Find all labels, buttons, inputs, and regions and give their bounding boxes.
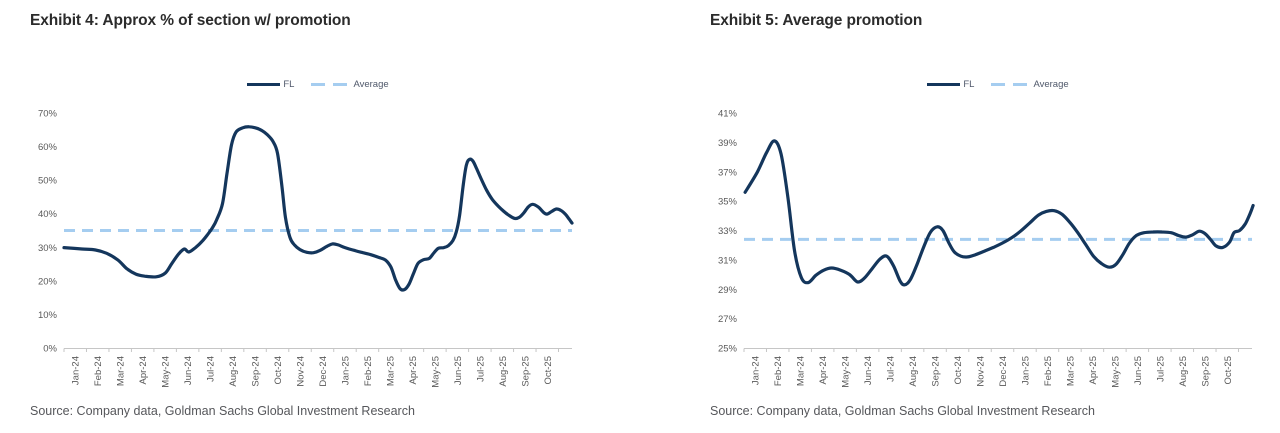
x-axis-month-label: Aug-25 xyxy=(498,356,509,387)
x-axis-month-label: May-24 xyxy=(161,356,172,388)
average-dash-swatch xyxy=(991,82,1028,86)
x-axis-month-label: Apr-25 xyxy=(1088,356,1099,385)
exhibit5-line-chart: 25% 27% 29% 31% 33% 35% 37% 39% 41% Jan-24 Feb-24 M… xyxy=(718,109,1255,388)
x-axis-month-label: Jun-25 xyxy=(453,356,464,385)
exhibit4-legend: FL Average xyxy=(64,76,572,92)
y-axis-tick-label: 25% xyxy=(718,344,738,355)
x-axis-month-label: Jun-24 xyxy=(183,356,194,385)
exhibit4-title: Exhibit 4: Approx % of section w/ promot… xyxy=(30,12,351,29)
y-axis-tick-label: 10% xyxy=(38,310,58,321)
y-axis-tick-label: 33% xyxy=(718,226,738,237)
x-axis-month-label: Nov-24 xyxy=(976,356,987,387)
legend-label-average: Average xyxy=(353,78,389,90)
x-axis-month-label: Aug-25 xyxy=(1178,356,1189,387)
exhibit4-panel: Exhibit 4: Approx % of section w/ promot… xyxy=(30,0,610,433)
x-axis-month-label: Feb-25 xyxy=(1043,356,1054,386)
exhibit5-legend: FL Average xyxy=(744,76,1252,92)
x-axis-month-label: Mar-24 xyxy=(116,356,127,386)
x-axis-month-label: Oct-25 xyxy=(1223,356,1234,385)
x-axis-month-label: Aug-24 xyxy=(908,356,919,387)
exhibit4-source: Source: Company data, Goldman Sachs Glob… xyxy=(30,404,415,418)
y-axis-tick-label: 35% xyxy=(718,197,738,208)
x-axis-month-label: Jan-25 xyxy=(340,356,351,385)
exhibit5-panel: Exhibit 5: Average promotion FL Average … xyxy=(710,0,1280,433)
y-axis-tick-label: 0% xyxy=(43,344,57,355)
y-axis-tick-label: 29% xyxy=(718,285,738,296)
x-axis-month-label: Feb-25 xyxy=(363,356,374,386)
x-axis-month-label: Apr-25 xyxy=(408,356,419,385)
exhibit4-line-chart: 0% 10% 20% 30% 40% 50% 60% 70% Jan-24 Feb-24 Mar-2… xyxy=(38,109,574,388)
y-axis-tick-label: 20% xyxy=(38,276,58,287)
x-axis-month-label: Sep-24 xyxy=(251,356,262,387)
exhibit5-title: Exhibit 5: Average promotion xyxy=(710,12,923,29)
y-axis-tick-label: 40% xyxy=(38,209,58,220)
y-axis-tick-label: 31% xyxy=(718,255,738,266)
x-axis-month-label: Oct-24 xyxy=(953,356,964,385)
x-axis-month-label: May-25 xyxy=(430,356,441,388)
x-axis-month-label: Jan-25 xyxy=(1020,356,1031,385)
x-axis-month-label: Oct-24 xyxy=(273,356,284,385)
legend-label-fl: FL xyxy=(283,78,295,90)
x-axis-month-label: Jul-24 xyxy=(886,356,897,382)
exhibit5-source: Source: Company data, Goldman Sachs Glob… xyxy=(710,404,1095,418)
x-axis-month-label: Aug-24 xyxy=(228,356,239,387)
x-axis-month-label: Mar-24 xyxy=(796,356,807,386)
y-axis-tick-label: 27% xyxy=(718,314,738,325)
x-axis-month-label: May-25 xyxy=(1110,356,1121,388)
legend-label-average: Average xyxy=(1033,78,1069,90)
x-axis-month-label: Mar-25 xyxy=(1065,356,1076,386)
x-axis-month-label: Dec-24 xyxy=(998,356,1009,387)
x-axis-month-label: Jul-25 xyxy=(1155,356,1166,382)
average-dash-swatch xyxy=(311,82,348,86)
x-axis-month-label: Nov-24 xyxy=(296,356,307,387)
x-axis-month-label: Jan-24 xyxy=(751,356,762,385)
x-axis-month-label: Jun-25 xyxy=(1133,356,1144,385)
x-axis-month-label: Sep-25 xyxy=(1200,356,1211,387)
y-axis-tick-label: 70% xyxy=(38,109,58,120)
y-axis-tick-label: 41% xyxy=(718,109,738,120)
fl-series-line xyxy=(743,139,1255,287)
x-axis-month-label: Dec-24 xyxy=(318,356,329,387)
x-axis-month-label: May-24 xyxy=(841,356,852,388)
x-axis-month-label: Oct-25 xyxy=(543,356,554,385)
x-axis-month-label: Sep-25 xyxy=(520,356,531,387)
y-axis-tick-label: 39% xyxy=(718,138,738,149)
x-axis-month-label: Feb-24 xyxy=(773,356,784,386)
fl-line-swatch xyxy=(247,82,281,86)
x-axis-month-label: Apr-24 xyxy=(818,356,829,385)
x-axis-month-label: Mar-25 xyxy=(385,356,396,386)
y-axis-tick-label: 50% xyxy=(38,176,58,187)
x-axis-month-label: Jul-24 xyxy=(206,356,217,382)
y-axis-tick-label: 37% xyxy=(718,167,738,178)
x-axis-month-label: Jun-24 xyxy=(863,356,874,385)
x-axis-month-label: Feb-24 xyxy=(93,356,104,386)
fl-line-swatch xyxy=(927,82,961,86)
y-axis-tick-label: 60% xyxy=(38,142,58,153)
x-axis-month-label: Jan-24 xyxy=(71,356,82,385)
legend-label-fl: FL xyxy=(963,78,975,90)
y-axis-tick-label: 30% xyxy=(38,243,58,254)
x-axis-month-label: Sep-24 xyxy=(931,356,942,387)
x-axis-month-label: Apr-24 xyxy=(138,356,149,385)
x-axis-month-label: Jul-25 xyxy=(475,356,486,382)
fl-series-line xyxy=(62,125,574,292)
